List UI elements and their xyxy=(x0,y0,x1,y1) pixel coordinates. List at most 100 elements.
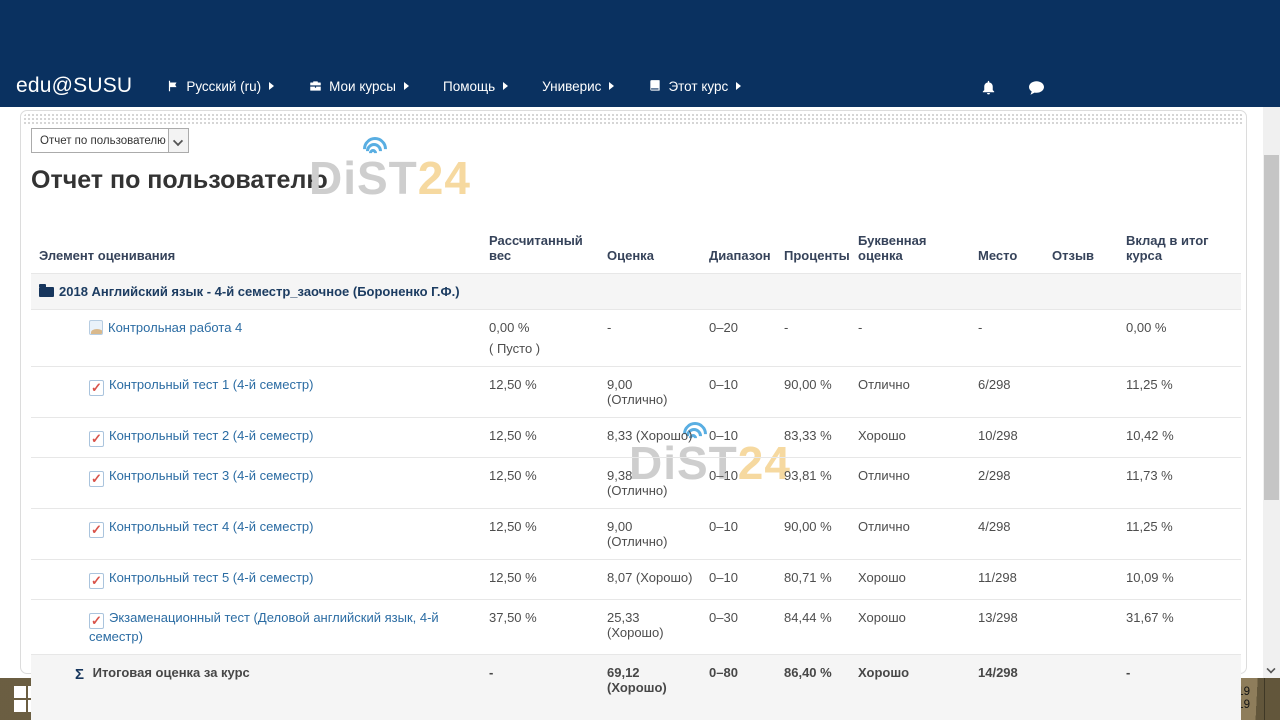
grade-item-row: ✓ Экзаменационный тест (Деловой английски… xyxy=(31,599,1241,655)
navbar-shadow xyxy=(23,113,1244,124)
report-type-select[interactable]: Отчет по пользователю xyxy=(31,128,189,153)
cell-feedback xyxy=(1044,654,1118,720)
table-header-row: Элемент оценивания Рассчитанный вес Оцен… xyxy=(31,227,1241,274)
col-calculated-weight: Рассчитанный вес xyxy=(489,233,583,263)
messages-bubble-icon[interactable] xyxy=(1027,79,1046,102)
nav-my-courses-menu[interactable]: Мои курсы xyxy=(308,79,409,94)
cell-grade: 9,00 (Отлично) xyxy=(599,366,701,418)
col-range: Диапазон xyxy=(709,248,771,263)
cell-range: 0–30 xyxy=(701,599,776,655)
grade-item-row: ✓ Контрольный тест 2 (4-й семестр) 12,50 %… xyxy=(31,417,1241,458)
cell-grade-item: ✓ Контрольный тест 2 (4-й семестр) xyxy=(31,417,481,458)
course-total-row: Σ Итоговая оценка за курс - 69,12 (Хорошо)… xyxy=(31,654,1241,720)
col-contribution: Вклад в итог курса xyxy=(1126,233,1209,263)
quiz-icon: ✓ xyxy=(89,613,104,629)
cell-weight: 12,50 % xyxy=(481,508,599,560)
caret-right-icon xyxy=(503,82,509,90)
cell-rank: 4/298 xyxy=(970,508,1044,560)
weight-note: ( Пусто ) xyxy=(489,341,541,356)
cell-grade-item: ✓ Контрольный тест 1 (4-й семестр) xyxy=(31,366,481,418)
col-grade-item: Элемент оценивания xyxy=(39,248,176,263)
cell-contribution: 11,25 % xyxy=(1118,366,1241,418)
cell-grade: - xyxy=(599,309,701,367)
nav-help-menu[interactable]: Помощь xyxy=(443,79,509,94)
cell-weight: 12,50 % xyxy=(481,559,599,600)
col-rank: Место xyxy=(978,248,1018,263)
cell-grade: 9,38 (Отлично) xyxy=(599,457,701,509)
sigma-icon: Σ xyxy=(75,666,85,683)
cell-letter-grade: Хорошо xyxy=(850,559,970,600)
course-category-row: 2018 Английский язык - 4-й семестр_заочн… xyxy=(31,273,1241,310)
cell-contribution: 0,00 % xyxy=(1118,309,1241,367)
cell-weight: 12,50 % xyxy=(481,417,599,458)
cell-feedback xyxy=(1044,559,1118,600)
quiz-icon: ✓ xyxy=(89,573,104,589)
cell-rank: 14/298 xyxy=(970,654,1044,720)
show-desktop-button[interactable] xyxy=(1264,678,1270,720)
cell-weight: 0,00 %( Пусто ) xyxy=(481,309,599,367)
grade-item-link[interactable]: Экзаменационный тест (Деловой английский… xyxy=(89,610,439,644)
nav-this-course-menu[interactable]: Этот курс xyxy=(648,79,742,94)
brand-logo[interactable]: edu@SUSU xyxy=(16,74,133,97)
cell-feedback xyxy=(1044,309,1118,367)
cell-contribution: 31,67 % xyxy=(1118,599,1241,655)
cell-range: 0–80 xyxy=(701,654,776,720)
nav-language-label: Русский (ru) xyxy=(186,78,262,94)
cell-grade: 8,33 (Хорошо) xyxy=(599,417,701,458)
col-grade: Оценка xyxy=(607,248,654,263)
grade-item-row: ✓ Контрольный тест 4 (4-й семестр) 12,50 %… xyxy=(31,508,1241,560)
cell-feedback xyxy=(1044,366,1118,418)
grade-item-row: ✓ Контрольный тест 3 (4-й семестр) 12,50 %… xyxy=(31,457,1241,509)
cell-rank: 6/298 xyxy=(970,366,1044,418)
notifications-bell-icon[interactable] xyxy=(980,79,997,102)
grade-item-link[interactable]: Контрольная работа 4 xyxy=(108,320,243,335)
grade-item-link[interactable]: Контрольный тест 2 (4-й семестр) xyxy=(109,428,314,443)
nav-my-courses-label: Мои курсы xyxy=(329,78,396,94)
scrollbar-down-arrow-icon[interactable] xyxy=(1263,660,1280,676)
cell-weight: 12,50 % xyxy=(481,366,599,418)
cell-weight: 37,50 % xyxy=(481,599,599,655)
grade-report-table: Элемент оценивания Рассчитанный вес Оцен… xyxy=(31,227,1241,720)
nav-univeris-menu[interactable]: Универис xyxy=(542,78,615,94)
assignment-icon xyxy=(89,320,103,335)
col-letter-grade: Буквенная оценка xyxy=(858,233,927,263)
cell-grade-item: Контрольная работа 4 xyxy=(31,309,481,367)
grade-item-row: ✓ Контрольный тест 5 (4-й семестр) 12,50 %… xyxy=(31,559,1241,600)
page-scrollbar[interactable] xyxy=(1263,107,1280,678)
cell-grade: 69,12 (Хорошо) xyxy=(599,654,701,720)
cell-grade: 8,07 (Хорошо) xyxy=(599,559,701,600)
book-icon xyxy=(650,80,661,91)
select-chevron-down-icon[interactable] xyxy=(168,129,188,152)
cell-contribution: 10,42 % xyxy=(1118,417,1241,458)
cell-rank: - xyxy=(970,309,1044,367)
cell-grade-item: ✓ Контрольный тест 3 (4-й семестр) xyxy=(31,457,481,509)
cell-range: 0–10 xyxy=(701,457,776,509)
cell-grade-item: ✓ Контрольный тест 4 (4-й семестр) xyxy=(31,508,481,560)
cell-rank: 2/298 xyxy=(970,457,1044,509)
caret-right-icon xyxy=(269,82,275,90)
grade-item-link[interactable]: Контрольный тест 3 (4-й семестр) xyxy=(109,468,314,483)
header-right-icons xyxy=(980,79,1046,102)
nav-language-menu[interactable]: Русский (ru) xyxy=(166,78,275,94)
cell-weight: 12,50 % xyxy=(481,457,599,509)
grade-item-link[interactable]: Контрольный тест 4 (4-й семестр) xyxy=(109,519,314,534)
cell-total-name: Σ Итоговая оценка за курс xyxy=(31,654,481,720)
cell-feedback xyxy=(1044,417,1118,458)
nav-row: edu@SUSU Русский (ru) Мои курсы Помощь У… xyxy=(16,74,742,98)
briefcase-icon xyxy=(310,81,321,91)
dist24-watermark: DiST24 xyxy=(309,132,471,205)
cell-contribution: - xyxy=(1118,654,1241,720)
content-card: Отчет по пользователю Отчет по пользоват… xyxy=(20,110,1247,720)
grade-item-link[interactable]: Контрольный тест 5 (4-й семестр) xyxy=(109,570,314,585)
nav-univeris-label: Универис xyxy=(542,78,602,94)
cell-letter-grade: Отлично xyxy=(850,508,970,560)
page-title: Отчет по пользователю xyxy=(31,166,328,194)
cell-feedback xyxy=(1044,457,1118,509)
cell-percentage: 83,33 % xyxy=(776,417,850,458)
cell-range: 0–20 xyxy=(701,309,776,367)
cell-percentage: 93,81 % xyxy=(776,457,850,509)
scrollbar-thumb[interactable] xyxy=(1264,155,1279,500)
cell-grade-item: ✓ Экзаменационный тест (Деловой английски… xyxy=(31,599,481,655)
grade-item-link[interactable]: Контрольный тест 1 (4-й семестр) xyxy=(109,377,314,392)
